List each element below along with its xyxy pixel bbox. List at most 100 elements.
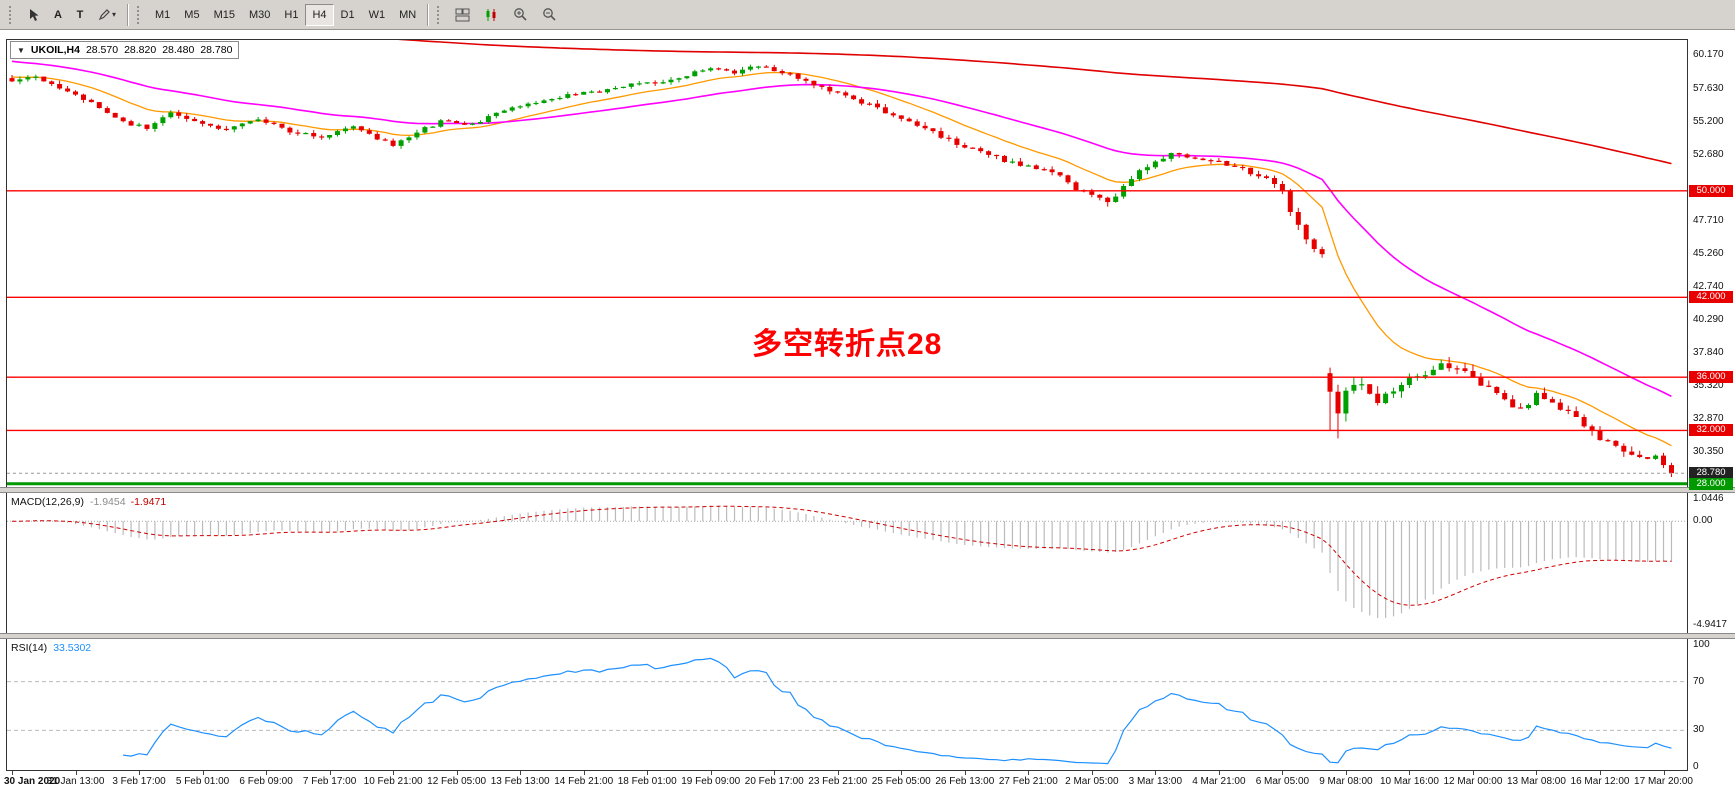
tile-windows-icon[interactable] (448, 4, 477, 26)
toolbar-separator (427, 3, 429, 26)
time-axis-label: 18 Feb 01:00 (617, 776, 677, 787)
timeframe-m15-button[interactable]: M15 (213, 8, 235, 21)
time-axis-tick (1536, 771, 1538, 775)
timeframe-h4-button[interactable]: H4 (305, 3, 334, 26)
chart-text-annotation: 多空转折点28 (752, 328, 943, 361)
text-tool-button[interactable]: T (76, 8, 84, 21)
macd-name: MACD(12,26,9) (11, 496, 84, 508)
timeframe-mn-button[interactable]: MN (399, 8, 417, 21)
time-axis-label: 3 Mar 13:00 (1128, 776, 1183, 787)
time-axis-label: 13 Mar 08:00 (1507, 776, 1566, 787)
time-axis-label: 26 Feb 13:00 (935, 776, 995, 787)
price-level-badge: 28.000 (1689, 477, 1733, 490)
time-axis-label: 7 Feb 17:00 (302, 776, 357, 787)
close-value: 28.780 (200, 44, 233, 56)
time-axis-tick (456, 771, 458, 775)
price-tick-label: 60.170 (1693, 49, 1724, 61)
price-level-badge: 32.000 (1689, 424, 1733, 437)
chevron-down-icon: ▾ (112, 10, 117, 19)
macd-signal-value: -1.9471 (130, 496, 167, 508)
time-axis-tick (1409, 771, 1411, 775)
candlestick-chart-icon[interactable] (477, 4, 506, 26)
time-axis-label: 9 Mar 08:00 (1319, 776, 1373, 787)
macd-tick-label: 0.00 (1693, 515, 1713, 527)
time-axis-tick (266, 771, 268, 775)
icons-drag-handle[interactable] (437, 5, 443, 24)
macd-indicator-pane[interactable] (7, 493, 1687, 633)
macd-main-value: -1.9454 (89, 496, 126, 508)
time-axis-label: 10 Feb 21:00 (363, 776, 423, 787)
time-axis-tick (1028, 771, 1030, 775)
zoom-out-icon[interactable] (535, 4, 564, 26)
time-axis-tick (837, 771, 839, 775)
timeframe-d1-button[interactable]: D1 (340, 8, 355, 21)
rsi-tick-label: 70 (1693, 675, 1705, 687)
time-axis-label: 4 Mar 21:00 (1192, 776, 1246, 787)
time-axis-tick (901, 771, 903, 775)
time-axis-label: 6 Feb 09:00 (239, 776, 293, 787)
pane-resize-handle[interactable] (0, 633, 1735, 639)
timeframe-w1-button[interactable]: W1 (368, 8, 386, 21)
price-tick-label: 42.740 (1693, 281, 1724, 293)
ma-fast-orange (11, 71, 1672, 447)
time-axis-tick (1218, 771, 1220, 775)
time-axis-tick (520, 771, 522, 775)
symbol-dropdown-icon[interactable]: ▼ (17, 45, 25, 55)
time-axis-tick (1345, 771, 1347, 775)
high-value: 28.820 (124, 44, 157, 56)
time-axis-label: 2 Mar 05:00 (1065, 776, 1119, 787)
rsi-value: 33.5302 (53, 642, 92, 654)
rsi-label: RSI(14) 33.5302 (11, 642, 91, 654)
symbol-ohlc-info[interactable]: ▼ UKOIL,H4 28.570 28.820 28.480 28.780 (10, 41, 240, 59)
time-axis-tick (12, 771, 13, 775)
cursor-tool-button[interactable] (20, 4, 47, 26)
time-axis-label: 12 Mar 00:00 (1443, 776, 1503, 787)
cursor-icon (27, 8, 40, 22)
time-axis-label: 20 Feb 17:00 (744, 776, 804, 787)
price-tick-label: 40.290 (1693, 314, 1724, 325)
pane-resize-handle[interactable] (0, 487, 1735, 493)
time-axis-tick (329, 771, 331, 775)
rsi-tick-label: 30 (1693, 724, 1705, 736)
price-tick-label: 52.680 (1693, 149, 1724, 161)
zoom-in-icon[interactable] (506, 4, 535, 26)
time-axis-label: 19 Feb 09:00 (681, 776, 741, 787)
timeframe-m5-button[interactable]: M5 (184, 8, 200, 21)
time-axis-tick (1282, 771, 1284, 775)
macd-tick-label: 1.0446 (1693, 493, 1724, 505)
price-level-badge: 28.780 (1689, 467, 1733, 480)
drawing-tools-button[interactable]: ▾ (91, 4, 123, 26)
time-axis-tick (583, 771, 585, 775)
time-axis-label: 17 Mar 20:00 (1634, 776, 1693, 787)
price-chart-pane[interactable] (7, 39, 1687, 487)
time-axis-label: 16 Mar 12:00 (1570, 776, 1630, 787)
time-axis-label: 31 Jan 13:00 (46, 776, 105, 787)
rsi-indicator-pane[interactable] (7, 639, 1687, 771)
rsi-line (123, 657, 1672, 765)
timeframe-m1-button[interactable]: M1 (155, 8, 171, 21)
time-axis-label: 10 Mar 16:00 (1379, 776, 1439, 787)
price-tick-label: 57.630 (1693, 83, 1724, 95)
toolbar-drag-handle[interactable] (9, 5, 15, 24)
timeframe-m30-button[interactable]: M30 (248, 8, 271, 21)
price-level-badge: 50.000 (1689, 184, 1733, 197)
time-axis-tick (202, 771, 204, 775)
arrow-objects-button[interactable]: A (54, 8, 62, 21)
time-axis-label: 14 Feb 21:00 (554, 776, 614, 787)
price-tick-label: 37.840 (1693, 346, 1724, 358)
time-axis-tick (710, 771, 712, 775)
rsi-tick-label: 100 (1693, 639, 1710, 650)
price-tick-label: 47.710 (1693, 215, 1724, 227)
time-axis-tick (1600, 771, 1601, 775)
time-axis-label: 12 Feb 05:00 (427, 776, 487, 787)
pencil-icon (98, 8, 110, 21)
rsi-name: RSI(14) (11, 642, 48, 654)
timeframe-h1-button[interactable]: H1 (284, 8, 299, 21)
time-axis-label: 6 Mar 05:00 (1255, 776, 1310, 787)
time-axis-tick (964, 771, 966, 775)
price-tick-label: 55.200 (1693, 115, 1724, 127)
ma-slow-red (386, 39, 1672, 165)
timeframes-drag-handle[interactable] (137, 5, 143, 24)
time-axis-label: 30 Jan 2020 (4, 776, 61, 787)
time-axis-tick (1663, 771, 1665, 775)
